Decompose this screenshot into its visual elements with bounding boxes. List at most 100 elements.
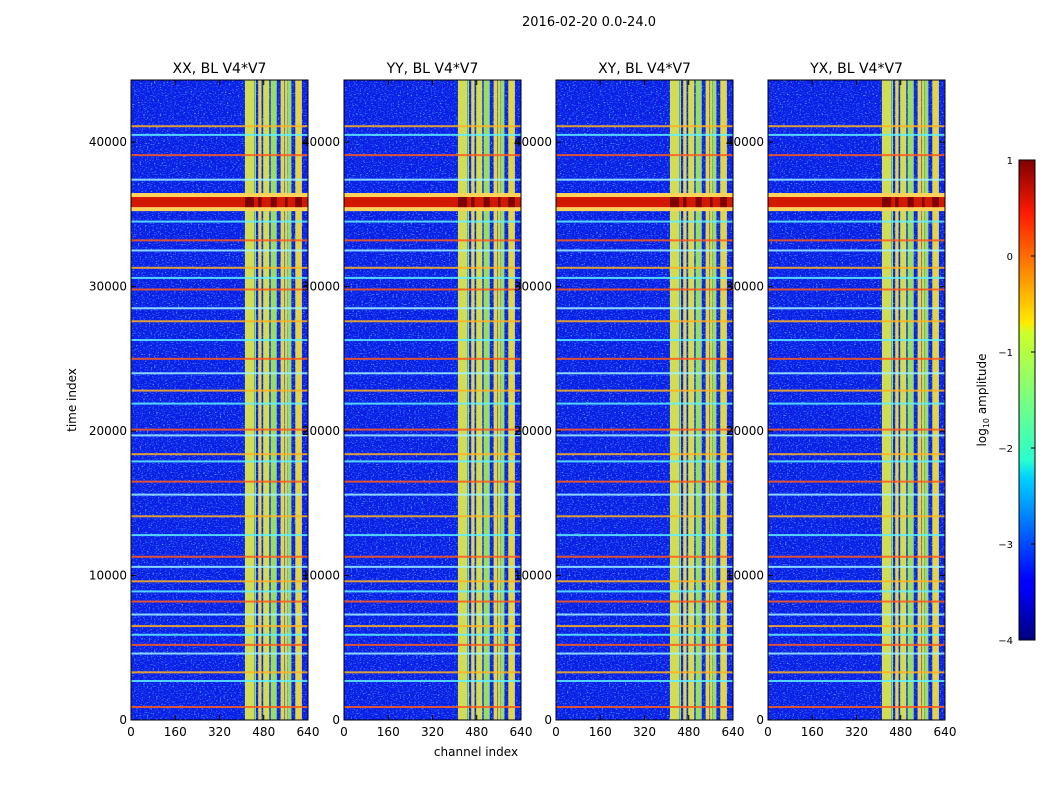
y-tick-label: 20000 <box>89 424 127 438</box>
x-tick-label: 0 <box>340 725 348 739</box>
x-tick-label: 160 <box>377 725 400 739</box>
flagged-row <box>768 372 945 375</box>
flagged-row <box>556 178 733 181</box>
y-tick-label: 10000 <box>89 569 127 583</box>
y-tick-label: 20000 <box>514 424 552 438</box>
flagged-row <box>131 493 308 496</box>
flagged-row <box>344 625 521 628</box>
channel-band <box>891 80 894 720</box>
flagged-row <box>344 480 521 483</box>
y-tick-label: 40000 <box>302 135 340 149</box>
flagged-row <box>556 339 733 342</box>
flagged-row <box>768 220 945 223</box>
y-tick-label: 0 <box>119 713 127 727</box>
flagged-row <box>131 266 308 269</box>
x-tick-label: 320 <box>633 725 656 739</box>
x-tick-label: 640 <box>297 725 320 739</box>
flagged-row <box>768 643 945 646</box>
figure-title: 2016-02-20 0.0-24.0 <box>522 15 656 30</box>
y-tick-label: 30000 <box>514 280 552 294</box>
flagged-row <box>556 357 733 360</box>
x-tick-label: 480 <box>252 725 275 739</box>
flagged-row <box>768 307 945 310</box>
panel-title: YX, BL V4*V7 <box>809 61 903 77</box>
y-tick-label: 20000 <box>726 424 764 438</box>
channel-band <box>683 80 687 720</box>
flagged-row <box>344 643 521 646</box>
hot-row-cell <box>270 197 277 208</box>
flagged-row <box>768 555 945 558</box>
channel-band <box>295 80 302 720</box>
panel-title: YY, BL V4*V7 <box>386 61 479 77</box>
flagged-row <box>344 652 521 655</box>
flagged-row <box>344 357 521 360</box>
flagged-row <box>131 705 308 708</box>
channel-band <box>498 80 501 720</box>
flagged-row <box>131 652 308 655</box>
x-tick-label: 480 <box>889 725 912 739</box>
flagged-row <box>131 402 308 405</box>
flagged-row <box>556 402 733 405</box>
flagged-row <box>556 652 733 655</box>
flagged-row <box>131 555 308 558</box>
hot-row-cell <box>285 197 288 208</box>
flagged-row <box>344 266 521 269</box>
flagged-row <box>556 389 733 392</box>
flagged-row <box>556 515 733 518</box>
flagged-row <box>131 357 308 360</box>
flagged-row <box>556 320 733 323</box>
x-tick-label: 0 <box>764 725 772 739</box>
flagged-row <box>768 276 945 279</box>
hot-row-cell <box>244 197 255 208</box>
flagged-row <box>768 125 945 128</box>
flagged-row <box>556 288 733 291</box>
hot-row-cell <box>498 197 501 208</box>
x-tick-label: 640 <box>510 725 533 739</box>
panel-4: YX, BL V4*V7 0 160 320 480 640 0 10000 20000 3000… <box>726 61 957 739</box>
hot-row-cell <box>895 197 899 208</box>
colorbar-label: log10 amplitude <box>975 354 991 447</box>
flagged-row <box>344 307 521 310</box>
hot-row-cell <box>932 197 939 208</box>
flagged-row <box>556 428 733 431</box>
flagged-row <box>131 633 308 636</box>
flagged-row <box>768 590 945 593</box>
flagged-row <box>344 580 521 583</box>
flagged-row <box>768 402 945 405</box>
flagged-row <box>131 239 308 242</box>
colorbar-tick-label: −2 <box>998 444 1013 455</box>
channel-band <box>287 80 292 720</box>
flagged-row <box>768 633 945 636</box>
channel-band <box>917 80 922 720</box>
channel-band <box>922 80 925 720</box>
flagged-row <box>768 671 945 674</box>
flagged-row <box>768 357 945 360</box>
hot-row-cell <box>295 197 302 208</box>
flagged-row <box>131 671 308 674</box>
flagged-row <box>131 565 308 568</box>
channel-band <box>285 80 288 720</box>
flagged-row <box>556 460 733 463</box>
flagged-row <box>768 178 945 181</box>
flagged-row <box>131 580 308 583</box>
flagged-row <box>556 434 733 437</box>
flagged-row <box>768 133 945 136</box>
x-tick-label: 480 <box>677 725 700 739</box>
channel-band <box>710 80 713 720</box>
colorbar-label-main: log <box>975 428 989 446</box>
colorbar-tick-label: −4 <box>998 636 1013 647</box>
panel-1: XX, BL V4*V7 0 160 320 480 640 0 10000 20000 3000… <box>89 61 320 739</box>
flagged-row <box>768 493 945 496</box>
flagged-row <box>344 133 521 136</box>
flagged-row <box>344 671 521 674</box>
flagged-row <box>556 249 733 252</box>
hot-row-cell <box>471 197 475 208</box>
flagged-row <box>344 515 521 518</box>
channel-band <box>254 80 257 720</box>
channel-band <box>900 80 907 720</box>
flagged-row <box>556 600 733 603</box>
flagged-row <box>131 643 308 646</box>
flagged-row <box>131 434 308 437</box>
flagged-row <box>556 580 733 583</box>
